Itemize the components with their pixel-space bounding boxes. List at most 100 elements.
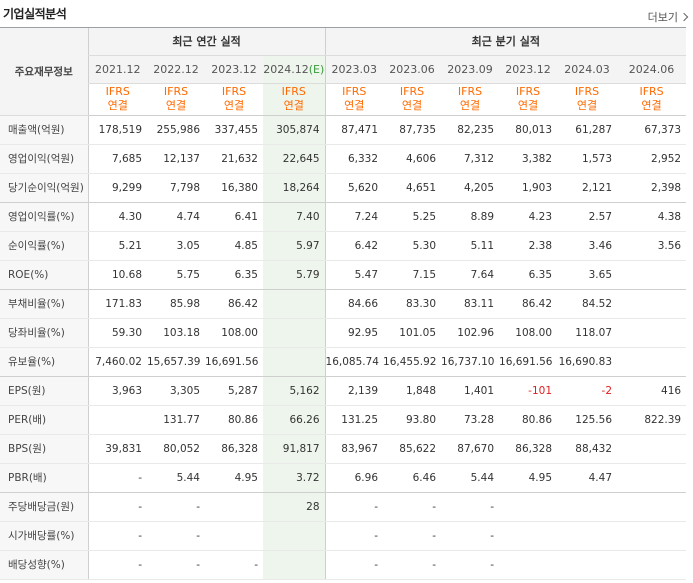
accounting-standard: IFRS 연결	[383, 83, 442, 116]
value-cell: 5.21	[87, 231, 147, 261]
value-cell: 80.86	[499, 405, 558, 435]
value-cell: 3,382	[499, 144, 558, 174]
value-cell: 87,471	[324, 115, 384, 145]
value-cell: -	[383, 492, 442, 522]
value-cell: 82,235	[441, 115, 500, 145]
group-quarterly: 최근 분기 실적	[324, 28, 687, 56]
value-cell: 4.30	[87, 202, 147, 232]
value-cell: 4,651	[383, 173, 442, 203]
more-link[interactable]: 더보기	[648, 9, 689, 25]
table-row: 유보율(%) 7,460.02 15,657.39 16,691.56 16,085.7…	[0, 347, 687, 377]
period-header: 2024.12(E)	[263, 55, 326, 84]
period-row: 2021.12 2022.12 2023.12 2024.12(E) 2023.03 20…	[0, 55, 687, 84]
value-cell: 85.98	[147, 289, 205, 319]
value-cell: 7,460.02	[87, 347, 147, 377]
value-cell: 5.97	[263, 231, 326, 261]
value-cell: 9,299	[87, 173, 147, 203]
row-label: 배당성향(%)	[0, 550, 88, 580]
value-cell: 103.18	[147, 318, 205, 348]
value-cell: 2.38	[499, 231, 558, 261]
value-cell	[499, 492, 558, 522]
value-cell: 86.42	[205, 289, 263, 319]
row-label: PBR(배)	[0, 463, 88, 493]
value-cell: 5.44	[441, 463, 500, 493]
value-cell: 2,398	[617, 173, 687, 203]
value-cell: 87,670	[441, 434, 500, 464]
value-cell: 3,963	[87, 376, 147, 406]
table-row: 당좌비율(%) 59.30 103.18 108.00 92.95 101.05 102.9…	[0, 318, 687, 348]
standard-ifrs: IFRS	[399, 85, 425, 98]
standard-consolidated: 연결	[517, 99, 539, 112]
row-label: BPS(원)	[0, 434, 88, 464]
standard-consolidated: 연결	[283, 99, 304, 112]
value-cell: 2.57	[557, 202, 618, 232]
value-cell	[617, 550, 687, 580]
value-cell: 84.52	[557, 289, 618, 319]
table-row: 배당성향(%) - - - - - -	[0, 550, 687, 580]
value-cell: 86,328	[205, 434, 263, 464]
value-cell	[617, 492, 687, 522]
table-body: 매출액(억원) 178,519 255,986 337,455 305,874 87,47…	[0, 115, 687, 580]
value-cell: 6.41	[205, 202, 263, 232]
standard-ifrs: IFRS	[515, 85, 541, 98]
value-cell: 4,205	[441, 173, 500, 203]
value-cell: 416	[617, 376, 687, 406]
value-cell: 66.26	[263, 405, 326, 435]
value-cell: 12,137	[147, 144, 205, 174]
table-row: 부채비율(%) 171.83 85.98 86.42 84.66 83.30 83.11 86…	[0, 289, 687, 319]
table-row: BPS(원) 39,831 80,052 86,328 91,817 83,967 85,6…	[0, 434, 687, 464]
row-label: 부채비율(%)	[0, 289, 88, 319]
financial-table: 주요재무정보 최근 연간 실적 최근 분기 실적 2021.12 2022.12 2…	[0, 28, 687, 580]
value-cell: 3.65	[557, 260, 618, 290]
value-cell: -	[324, 492, 384, 522]
value-cell: 6.35	[499, 260, 558, 290]
value-cell: 5.25	[383, 202, 442, 232]
value-cell: -	[205, 550, 263, 580]
value-cell: 39,831	[87, 434, 147, 464]
value-cell: 84.66	[324, 289, 384, 319]
value-cell: 4,606	[383, 144, 442, 174]
value-cell: 5.30	[383, 231, 442, 261]
value-cell: 171.83	[87, 289, 147, 319]
value-cell: 1,848	[383, 376, 442, 406]
table-row: 당기순이익(억원) 9,299 7,798 16,380 18,264 5,620 4,65…	[0, 173, 687, 203]
value-cell: 16,737.10	[441, 347, 500, 377]
row-label: 당좌비율(%)	[0, 318, 88, 348]
accounting-standard: IFRS 연결	[205, 83, 263, 116]
row-header-label: 주요재무정보	[0, 28, 88, 116]
row-label: 순이익률(%)	[0, 231, 88, 261]
value-cell: 6,332	[324, 144, 384, 174]
standard-ifrs: IFRS	[574, 85, 600, 98]
value-cell	[617, 434, 687, 464]
value-cell	[205, 521, 263, 551]
row-label: PER(배)	[0, 405, 88, 435]
value-cell: 7.15	[383, 260, 442, 290]
table-row: 순이익률(%) 5.21 3.05 4.85 5.97 6.42 5.30 5.11 2.38 3…	[0, 231, 687, 261]
value-cell: 118.07	[557, 318, 618, 348]
value-cell	[617, 260, 687, 290]
value-cell: 6.42	[324, 231, 384, 261]
accounting-standard: IFRS 연결	[441, 83, 500, 116]
period-header: 2023.09	[441, 55, 500, 84]
value-cell: 1,401	[441, 376, 500, 406]
value-cell: -2	[557, 376, 618, 406]
group-annual: 최근 연간 실적	[87, 28, 326, 56]
value-cell	[617, 289, 687, 319]
value-cell: 4.85	[205, 231, 263, 261]
value-cell: 21,632	[205, 144, 263, 174]
standard-consolidated: 연결	[165, 99, 187, 112]
value-cell: 5.11	[441, 231, 500, 261]
value-cell: 5.47	[324, 260, 384, 290]
value-cell: -	[383, 521, 442, 551]
value-cell: 7,798	[147, 173, 205, 203]
value-cell: -	[87, 463, 147, 493]
chevron-right-icon	[679, 12, 689, 22]
table-header: 주요재무정보 최근 연간 실적 최근 분기 실적 2021.12 2022.12 2…	[0, 28, 687, 116]
value-cell: 16,455.92	[383, 347, 442, 377]
value-cell: -	[147, 550, 205, 580]
value-cell: 4.23	[499, 202, 558, 232]
value-cell	[499, 550, 558, 580]
table-row: 시가배당률(%) - - - - -	[0, 521, 687, 551]
value-cell: -	[324, 521, 384, 551]
standard-ifrs: IFRS	[163, 85, 189, 98]
